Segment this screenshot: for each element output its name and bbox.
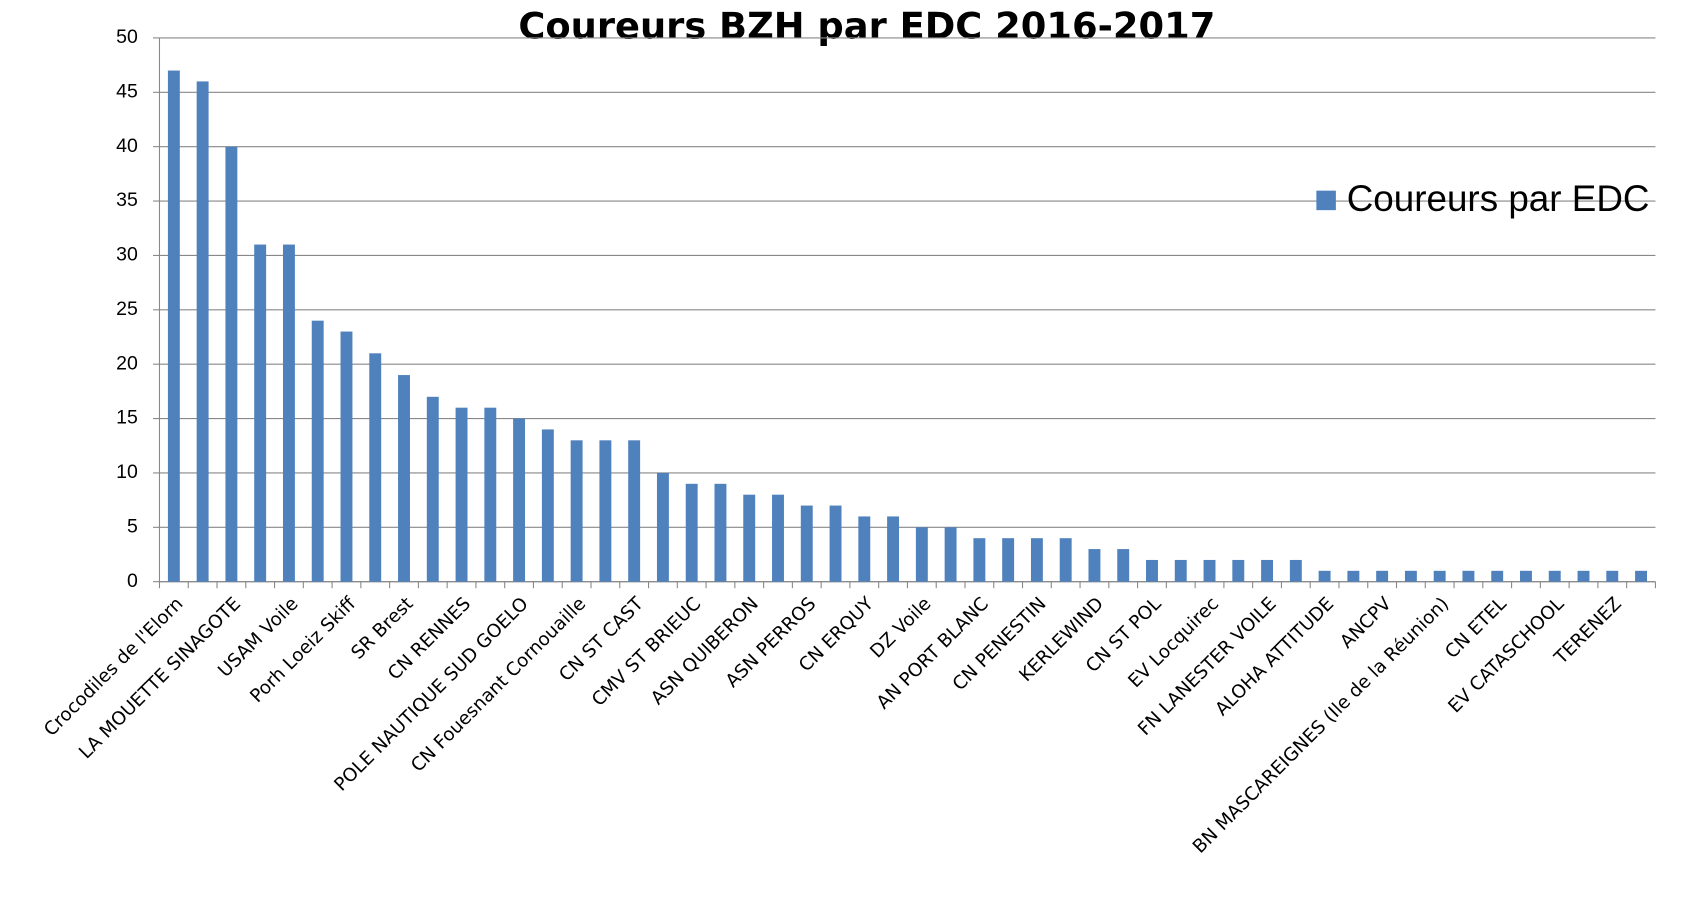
- bar: [513, 418, 526, 582]
- legend-label: Coureurs par EDC: [1347, 178, 1650, 219]
- bar: [1520, 570, 1532, 582]
- x-tick-label: Porh Loeiz Skiff: [246, 592, 361, 707]
- y-tick-label: 15: [116, 407, 138, 429]
- bar: [1059, 538, 1072, 582]
- bar: [455, 407, 468, 582]
- bar: [369, 353, 382, 582]
- bar: [772, 494, 784, 582]
- bar: [1289, 559, 1302, 582]
- y-tick-label: 40: [116, 135, 138, 157]
- y-tick-label: 10: [116, 461, 138, 483]
- bar: [1635, 570, 1647, 582]
- bar: [1146, 559, 1158, 582]
- bar: [743, 494, 756, 582]
- bar: [1088, 549, 1101, 582]
- bar: [714, 483, 727, 582]
- bar: [1261, 559, 1274, 582]
- y-tick-label: 45: [116, 80, 138, 102]
- bar: [1174, 559, 1187, 582]
- bar: [484, 407, 497, 582]
- bar: [628, 440, 641, 582]
- bar: [1347, 570, 1360, 582]
- bar: [1433, 570, 1446, 582]
- bar: [1606, 570, 1619, 582]
- y-tick-label: 35: [116, 189, 138, 211]
- bar: [887, 516, 900, 582]
- bar: [1462, 570, 1475, 582]
- bar: [858, 516, 871, 582]
- bar: [225, 146, 238, 582]
- bar: [196, 81, 209, 582]
- bar: [1548, 570, 1561, 582]
- bar: [398, 375, 410, 582]
- bar: [1318, 570, 1331, 582]
- legend-swatch: [1316, 190, 1336, 211]
- bar: [1203, 559, 1216, 582]
- bar: [685, 483, 698, 582]
- bar: [541, 429, 554, 582]
- bar: [973, 538, 986, 582]
- y-tick-label: 5: [127, 515, 138, 537]
- y-tick-label: 30: [116, 244, 138, 266]
- bar: [1577, 570, 1590, 582]
- x-tick-label: ASN QUIBERON: [647, 593, 763, 709]
- bar: [944, 527, 957, 582]
- y-tick-label: 20: [116, 352, 138, 374]
- y-tick-label: 25: [116, 298, 138, 320]
- bar: [311, 320, 324, 582]
- bar: [340, 331, 353, 582]
- y-tick-label: 50: [116, 26, 138, 48]
- bar: [570, 440, 583, 582]
- bar: [1404, 570, 1417, 582]
- chart-title: Coureurs BZH par EDC 2016-2017: [518, 5, 1215, 48]
- bar: [426, 396, 439, 582]
- bar: [915, 527, 928, 582]
- bar: [1376, 570, 1389, 582]
- x-tick-label: CMV ST BRIEUC: [588, 593, 705, 710]
- bar: [829, 505, 842, 582]
- bar: [1491, 570, 1504, 582]
- bar: [282, 244, 295, 582]
- bar: [599, 440, 612, 582]
- bar: [1002, 538, 1015, 582]
- bar: [167, 70, 180, 582]
- y-tick-label: 0: [127, 570, 138, 592]
- bar: [800, 505, 813, 582]
- bar: [254, 244, 267, 582]
- bar: [656, 472, 669, 582]
- bar: [1030, 538, 1043, 582]
- bar: [1232, 559, 1245, 582]
- bar: [1117, 549, 1130, 582]
